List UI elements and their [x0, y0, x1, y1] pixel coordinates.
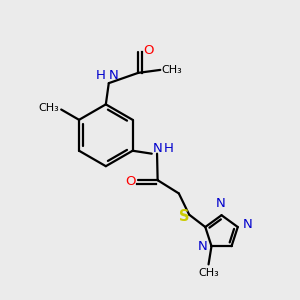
Text: N: N [109, 69, 118, 82]
Text: CH₃: CH₃ [38, 103, 59, 113]
Text: H: H [95, 69, 105, 82]
Text: O: O [143, 44, 154, 57]
Text: H: H [164, 142, 174, 155]
Text: N: N [242, 218, 252, 231]
Text: CH₃: CH₃ [198, 268, 219, 278]
Text: CH₃: CH₃ [162, 65, 182, 75]
Text: N: N [153, 142, 163, 155]
Text: O: O [125, 175, 136, 188]
Text: S: S [178, 209, 189, 224]
Text: N: N [216, 197, 226, 210]
Text: N: N [197, 240, 207, 253]
